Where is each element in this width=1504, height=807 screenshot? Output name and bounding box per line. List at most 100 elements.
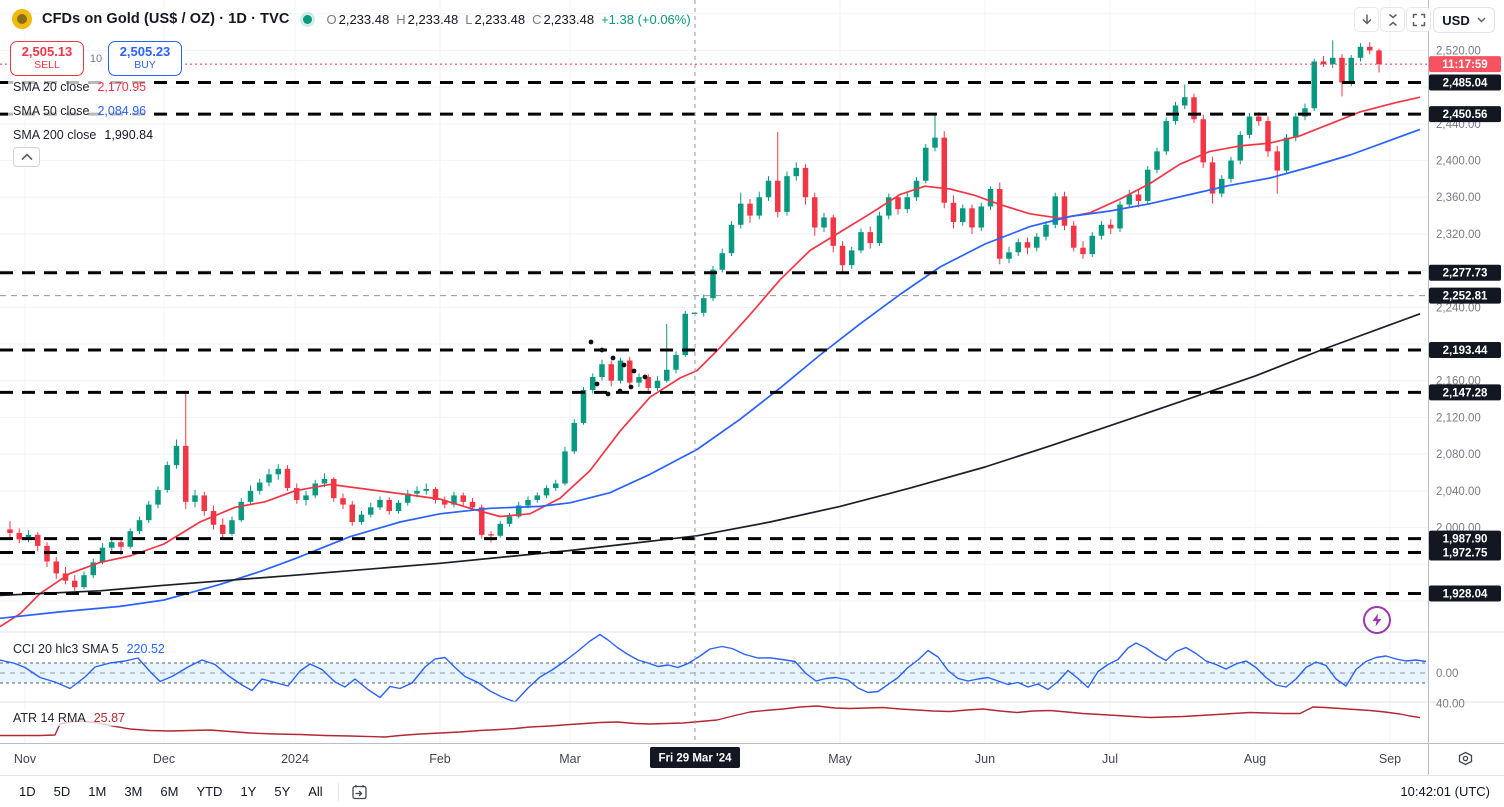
legend-sma50[interactable]: SMA 50 close 2,084.96 xyxy=(8,103,152,119)
svg-text:Dec: Dec xyxy=(153,752,175,766)
buy-label: BUY xyxy=(134,59,156,71)
svg-text:0.00: 0.00 xyxy=(1436,668,1458,680)
range-5Y[interactable]: 5Y xyxy=(274,784,291,799)
symbol-header: CFDs on Gold (US$ / OZ) · 1D · TVC O 2,2… xyxy=(12,7,691,31)
range-1M[interactable]: 1M xyxy=(88,784,107,799)
chevron-down-icon xyxy=(1477,17,1486,23)
buy-price: 2,505.23 xyxy=(119,44,171,59)
svg-text:2,450.56: 2,450.56 xyxy=(1443,109,1488,121)
legend-sma20[interactable]: SMA 20 close 2,170.95 xyxy=(8,79,152,95)
gear-icon xyxy=(1458,751,1472,765)
candles xyxy=(7,40,1382,591)
currency-value: USD xyxy=(1442,12,1470,28)
range-3M[interactable]: 3M xyxy=(124,784,143,799)
ohlc-readout: O 2,233.48 H 2,233.48 L 2,233.48 C 2,233… xyxy=(326,12,690,27)
close-label: C xyxy=(532,11,542,27)
toolbar-divider xyxy=(337,782,339,801)
high-label: H xyxy=(396,11,406,27)
range-5D[interactable]: 5D xyxy=(53,784,71,799)
legend-atr[interactable]: ATR 14 RMA 25.87 xyxy=(8,710,130,726)
currency-selector[interactable]: USD xyxy=(1433,7,1495,33)
spread-value: 10 xyxy=(84,51,108,66)
arrow-down-icon xyxy=(1361,14,1372,25)
legend-cci[interactable]: CCI 20 hlc3 SMA 5 220.52 xyxy=(8,641,170,657)
svg-text:2,252.81: 2,252.81 xyxy=(1443,291,1488,303)
drawing-dots xyxy=(588,339,648,397)
axis-settings-button[interactable] xyxy=(1452,746,1478,770)
change-value: +1.38 (+0.06%) xyxy=(601,11,691,27)
collapse-pane-button[interactable] xyxy=(1380,7,1405,32)
svg-text:2,240.00: 2,240.00 xyxy=(1436,302,1481,314)
range-6M[interactable]: 6M xyxy=(160,784,179,799)
sell-button[interactable]: 2,505.13 SELL xyxy=(10,41,84,76)
buy-button[interactable]: 2,505.23 BUY xyxy=(108,41,182,76)
collapse-legend-button[interactable] xyxy=(13,147,40,167)
cci-pane xyxy=(0,633,1428,703)
svg-text:2,320.00: 2,320.00 xyxy=(1436,229,1481,241)
legend-sma200[interactable]: SMA 200 close 1,990.84 xyxy=(8,127,159,143)
level-lines xyxy=(0,81,1428,596)
fullscreen-button[interactable] xyxy=(1406,7,1431,32)
symbol-title[interactable]: CFDs on Gold (US$ / OZ) · 1D · TVC xyxy=(42,11,290,27)
gridlines xyxy=(0,0,1428,743)
svg-text:2,040.00: 2,040.00 xyxy=(1436,486,1481,498)
chart-canvas[interactable]: 2,520.002,440.002,400.002,360.002,320.00… xyxy=(0,0,1504,775)
open-label: O xyxy=(326,11,337,27)
market-status-icon[interactable] xyxy=(303,14,313,24)
atr-pane xyxy=(0,705,1421,738)
svg-text:2,400.00: 2,400.00 xyxy=(1436,156,1481,168)
range-1D[interactable]: 1D xyxy=(19,784,36,799)
collapse-icon xyxy=(1388,13,1397,26)
sma50-line xyxy=(0,128,1421,620)
svg-text:1,928.04: 1,928.04 xyxy=(1443,589,1488,601)
svg-text:1,972.75: 1,972.75 xyxy=(1443,548,1488,560)
sma20-line xyxy=(0,96,1421,628)
time-axis: Nov Dec 2024 Feb Mar May Jun Jul Aug Sep Fri 29 Ma… xyxy=(14,747,1401,768)
scroll-to-latest-button[interactable] xyxy=(1354,7,1379,32)
svg-text:2024: 2024 xyxy=(281,752,309,766)
svg-text:Jul: Jul xyxy=(1102,752,1118,766)
range-All[interactable]: All xyxy=(308,784,323,799)
svg-text:Jun: Jun xyxy=(975,752,995,766)
moving-averages xyxy=(0,96,1421,628)
sell-label: SELL xyxy=(34,59,60,71)
range-1Y[interactable]: 1Y xyxy=(240,784,257,799)
close-value: 2,233.48 xyxy=(543,11,595,27)
svg-text:Feb: Feb xyxy=(429,752,451,766)
svg-text:11:17:59: 11:17:59 xyxy=(1442,59,1487,71)
fullscreen-icon xyxy=(1412,13,1425,26)
svg-text:2,147.28: 2,147.28 xyxy=(1443,387,1488,399)
svg-text:2,080.00: 2,080.00 xyxy=(1436,449,1481,461)
order-panel: 2,505.13 SELL 10 2,505.23 BUY xyxy=(10,41,182,76)
svg-text:2,120.00: 2,120.00 xyxy=(1436,412,1481,424)
lightning-button[interactable] xyxy=(1363,606,1391,634)
range-YTD[interactable]: YTD xyxy=(196,784,223,799)
svg-text:2,485.04: 2,485.04 xyxy=(1443,78,1488,90)
svg-text:Sep: Sep xyxy=(1379,752,1401,766)
gold-symbol-icon xyxy=(12,9,32,29)
sell-price: 2,505.13 xyxy=(21,44,73,59)
svg-text:May: May xyxy=(828,752,852,766)
bottom-toolbar: 1D 5D 1M 3M 6M YTD 1Y 5Y All 10:42:01 (UTC) xyxy=(0,775,1504,807)
svg-text:Mar: Mar xyxy=(559,752,581,766)
svg-text:2,277.73: 2,277.73 xyxy=(1443,268,1488,280)
svg-text:2,520.00: 2,520.00 xyxy=(1436,45,1481,57)
sma200-line xyxy=(0,313,1421,597)
range-buttons: 1D 5D 1M 3M 6M YTD 1Y 5Y All xyxy=(12,781,330,802)
open-value: 2,233.48 xyxy=(338,11,390,27)
low-label: L xyxy=(465,11,473,27)
svg-text:Aug: Aug xyxy=(1244,752,1266,766)
price-axis-badges: 11:17:59 2,485.04 2,450.56 2,277.73 2,252.81… xyxy=(1429,56,1501,602)
calendar-icon xyxy=(352,784,367,799)
svg-text:2,360.00: 2,360.00 xyxy=(1436,192,1481,204)
svg-text:40.00: 40.00 xyxy=(1436,699,1465,711)
high-value: 2,233.48 xyxy=(407,11,459,27)
utc-clock[interactable]: 10:42:01 (UTC) xyxy=(1400,784,1490,799)
low-value: 2,233.48 xyxy=(474,11,526,27)
go-to-date-button[interactable] xyxy=(347,780,373,804)
svg-text:2,193.44: 2,193.44 xyxy=(1443,345,1488,357)
lightning-icon xyxy=(1372,613,1382,627)
svg-text:Fri 29 Mar '24: Fri 29 Mar '24 xyxy=(658,753,732,765)
svg-text:Nov: Nov xyxy=(14,752,37,766)
